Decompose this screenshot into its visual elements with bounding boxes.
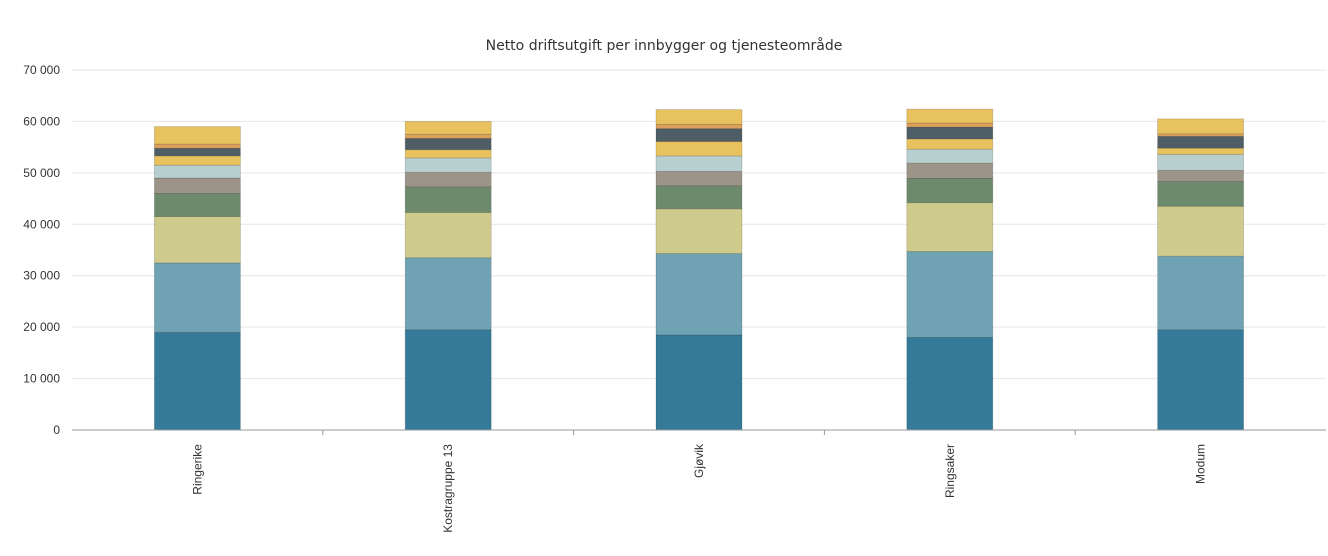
bar-segment <box>906 337 994 431</box>
bar-segment <box>906 122 994 128</box>
y-tick-label: 70 000 <box>23 63 60 77</box>
bar-segment <box>153 155 241 166</box>
bar-segment <box>1157 147 1244 155</box>
y-tick-label: 50 000 <box>23 166 60 180</box>
bar-segment <box>906 202 994 252</box>
bar-stack <box>906 108 994 431</box>
bar-segment <box>906 178 994 204</box>
bar-segment <box>404 157 492 173</box>
y-tick-label: 0 <box>53 423 60 437</box>
x-tick-label: Gjøvik <box>692 443 706 478</box>
bar-segment <box>655 208 743 255</box>
bar-segment <box>655 334 743 431</box>
bar-segment <box>153 177 241 194</box>
bar-segment <box>404 212 492 259</box>
bar-segment <box>1157 169 1244 183</box>
x-tick-label: Ringerike <box>190 444 204 495</box>
bar-segment <box>655 185 743 210</box>
x-tick-label: Ringsaker <box>943 444 957 498</box>
bar-segment <box>153 143 241 149</box>
bar-segment <box>1157 118 1244 135</box>
x-tick-label: Modum <box>1194 444 1208 484</box>
x-tick-label: Kostragruppe 13 <box>441 444 455 533</box>
bar-segment <box>655 128 743 142</box>
bar-segment <box>1157 205 1244 257</box>
bar-segment <box>404 186 492 213</box>
y-tick-label: 60 000 <box>23 114 60 128</box>
y-tick-label: 10 000 <box>23 372 60 386</box>
bar-segment <box>153 164 241 179</box>
bar-segment <box>404 133 492 139</box>
x-axis-ticks: Ringerike Kostragruppe 13 Gjøvik Ringsaker M… <box>190 430 1208 533</box>
y-axis-ticks: 0 10 000 20 000 30 000 40 000 50 000 60 000 70 … <box>23 63 60 437</box>
bar-stack <box>153 126 241 431</box>
bar-segment <box>906 108 994 124</box>
bar-segment <box>1157 135 1244 149</box>
bar-segment <box>655 124 743 130</box>
bar-segment <box>906 138 994 150</box>
bar-segment <box>153 147 241 157</box>
bar-segment <box>655 109 743 125</box>
bar-segment <box>404 171 492 188</box>
bar-segment <box>1157 181 1244 207</box>
bar-segment <box>655 170 743 187</box>
bar-segment <box>1157 153 1244 171</box>
bar-stack <box>655 109 743 431</box>
bar-segment <box>655 155 743 172</box>
bar-segment <box>153 193 241 217</box>
bar-segment <box>404 257 492 331</box>
y-tick-label: 30 000 <box>23 269 60 283</box>
bars <box>153 108 1244 431</box>
bar-segment <box>404 121 492 135</box>
bar-segment <box>153 262 241 333</box>
bar-segment <box>404 149 492 159</box>
bar-segment <box>906 251 994 338</box>
bar-segment <box>906 162 994 179</box>
bar-segment <box>1157 329 1244 431</box>
bar-stack <box>1157 118 1244 431</box>
bar-segment <box>1157 255 1244 331</box>
y-tick-label: 20 000 <box>23 320 60 334</box>
bar-segment <box>906 148 994 164</box>
bar-segment <box>153 331 241 431</box>
bar-segment <box>655 253 743 336</box>
bar-segment <box>906 126 994 140</box>
bar-segment <box>153 216 241 264</box>
bar-segment <box>404 329 492 431</box>
bar-segment <box>655 141 743 157</box>
y-tick-label: 40 000 <box>23 217 60 231</box>
chart-title: Netto driftsutgift per innbygger og tjen… <box>486 37 843 54</box>
bar-segment <box>153 126 241 145</box>
bar-segment <box>404 137 492 151</box>
bar-stack <box>404 121 492 431</box>
